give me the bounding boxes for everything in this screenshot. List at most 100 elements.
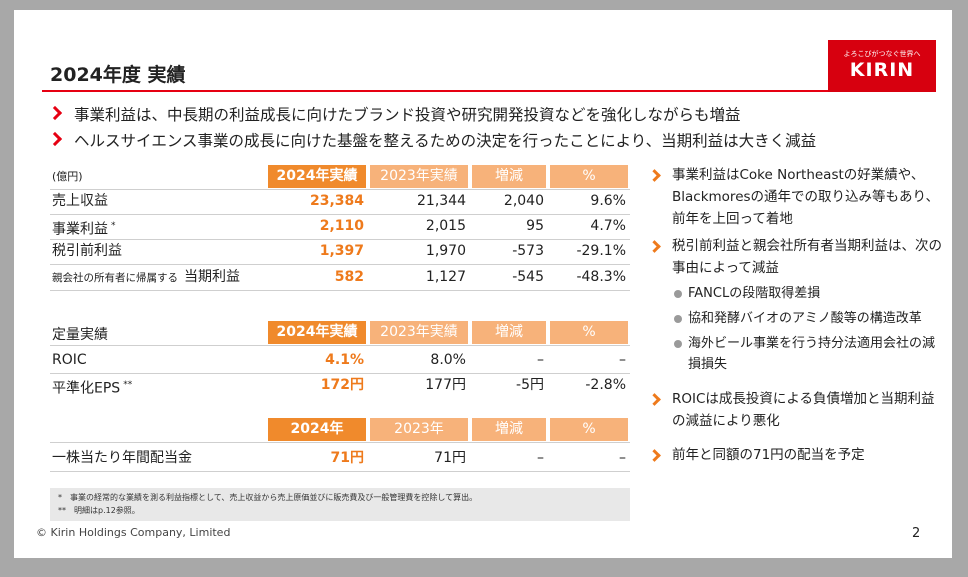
table-cell: –	[537, 352, 544, 368]
column-header: 増減	[472, 418, 546, 441]
table-label-header: 定量実績	[52, 327, 108, 343]
column-header: 2024年	[268, 418, 366, 441]
table-cell: 1,970	[425, 243, 466, 259]
column-header: 増減	[472, 321, 546, 344]
row-label: ROIC	[52, 348, 87, 372]
table-cell: 95	[526, 218, 544, 234]
column-header: 2023年実績	[370, 165, 468, 188]
row-label-text: ROIC	[52, 352, 87, 368]
footnotes: * 事業の経常的な業績を測る利益指標として、売上収益から売上原価並びに販売費及び…	[50, 488, 630, 521]
row-label: 親会社の所有者に帰属する 当期利益	[52, 265, 240, 290]
chevron	[648, 240, 661, 253]
row-label-note: *	[111, 221, 116, 231]
separator	[50, 442, 630, 443]
table-cell: –	[619, 450, 626, 466]
column-header: 2024年実績	[268, 321, 366, 344]
logo-tagline: よろこびがつなぐ世界へ	[843, 50, 921, 58]
table-cell: 21,344	[417, 193, 466, 209]
separator	[50, 214, 630, 215]
table-cell: -545	[512, 269, 544, 285]
separator	[50, 471, 630, 472]
table-cell: 4.1%	[325, 352, 364, 368]
separator	[50, 189, 630, 190]
commentary-item: 事業利益はCoke Northeastの好業績や、Blackmoresの通年での…	[648, 164, 946, 230]
slide: 2024年度 実績 よろこびがつなぐ世界へ KIRIN * 事業の経常的な業績を…	[14, 10, 952, 558]
separator	[50, 290, 630, 291]
highlight: 事業利益は、中長期の利益成長に向けたブランド投資や研究開発投資などを強化しながら…	[47, 103, 741, 125]
table-label-header: (億円)	[52, 170, 83, 183]
table-cell: 71円	[434, 450, 466, 466]
separator	[50, 264, 630, 265]
commentary-subitem: FANCLの段階取得差損	[672, 283, 946, 304]
commentary-subitem: 協和発酵バイオのアミノ酸等の構造改革	[672, 308, 946, 329]
separator	[50, 239, 630, 240]
table-cell: –	[619, 352, 626, 368]
table-cell: -29.1%	[576, 243, 626, 259]
row-label-text: 一株当たり年間配当金	[52, 450, 192, 466]
row-label-text: 平準化EPS	[52, 380, 121, 397]
table-cell: 2,110	[319, 218, 364, 234]
column-header: 2023年実績	[370, 321, 468, 344]
logo: よろこびがつなぐ世界へ KIRIN	[828, 40, 936, 92]
title: 2024年度 実績	[50, 64, 186, 86]
table-cell: 172円	[320, 377, 364, 393]
row-label: 事業利益 *	[52, 214, 116, 242]
commentary-item: 前年と同額の71円の配当を予定	[648, 444, 946, 466]
row-label-text: 事業利益	[52, 221, 108, 238]
table-cell: 2,015	[425, 218, 466, 234]
chevron	[47, 131, 63, 147]
table-cell: 8.0%	[430, 352, 466, 368]
row-label: 売上収益	[52, 189, 108, 213]
table-cell: 582	[334, 269, 364, 285]
row-label-text: 売上収益	[52, 193, 108, 209]
highlight-text: ヘルスサイエンス事業の成長に向けた基盤を整えるための決定を行ったことにより、当期…	[74, 132, 817, 150]
column-header: %	[550, 321, 628, 344]
table-cell: 2,040	[503, 193, 544, 209]
row-label-note: **	[123, 380, 133, 390]
table-cell: -573	[512, 243, 544, 259]
logo-name: KIRIN	[849, 59, 915, 81]
separator	[50, 373, 630, 374]
chevron	[648, 169, 661, 182]
column-header: 2023年	[370, 418, 468, 441]
table-cell: -2.8%	[585, 377, 626, 393]
title-rule	[42, 90, 832, 92]
table-cell: 1,397	[319, 243, 364, 259]
commentary-text: 前年と同額の71円の配当を予定	[672, 447, 865, 463]
row-label-text: 税引前利益	[52, 243, 122, 259]
row-label: 平準化EPS **	[52, 373, 132, 401]
row-label-text: 当期利益	[184, 269, 240, 285]
copyright: © Kirin Holdings Company, Limited	[36, 526, 231, 539]
table-cell: 9.6%	[590, 193, 626, 209]
column-header: 増減	[472, 165, 546, 188]
chevron	[648, 393, 661, 406]
chevron	[47, 105, 63, 121]
table-cell: 23,384	[309, 193, 364, 209]
column-header: 2024年実績	[268, 165, 366, 188]
column-header: %	[550, 165, 628, 188]
separator	[50, 345, 630, 346]
table-cell: 177円	[425, 377, 466, 393]
row-label: 一株当たり年間配当金	[52, 446, 192, 470]
row-label: 税引前利益	[52, 239, 122, 263]
table-cell: 71円	[330, 450, 364, 466]
footnote: ** 明細はp.12参照。	[58, 506, 140, 515]
commentary-item: 税引前利益と親会社所有者当期利益は、次の事由によって減益 FANCLの段階取得差損…	[648, 235, 946, 375]
table-cell: -5円	[516, 377, 544, 393]
chevron	[648, 449, 661, 462]
commentary-text: 税引前利益と親会社所有者当期利益は、次の事由によって減益	[672, 238, 942, 276]
footnote: * 事業の経常的な業績を測る利益指標として、売上収益から売上原価並びに販売費及び…	[58, 493, 478, 502]
commentary-subitem: 海外ビール事業を行う持分法適用会社の減損損失	[672, 333, 946, 375]
highlight-text: 事業利益は、中長期の利益成長に向けたブランド投資や研究開発投資などを強化しながら…	[74, 106, 741, 124]
commentary-item: ROICは成長投資による負債増加と当期利益の減益により悪化	[648, 388, 946, 432]
highlight: ヘルスサイエンス事業の成長に向けた基盤を整えるための決定を行ったことにより、当期…	[47, 129, 817, 151]
table-cell: -48.3%	[576, 269, 626, 285]
page-number: 2	[912, 526, 921, 541]
table-cell: –	[537, 450, 544, 466]
commentary-text: 事業利益はCoke Northeastの好業績や、Blackmoresの通年での…	[672, 167, 939, 227]
commentary-text: ROICは成長投資による負債増加と当期利益の減益により悪化	[672, 391, 935, 429]
column-header: %	[550, 418, 628, 441]
row-label-prefix: 親会社の所有者に帰属する	[52, 272, 178, 284]
table-cell: 1,127	[425, 269, 466, 285]
